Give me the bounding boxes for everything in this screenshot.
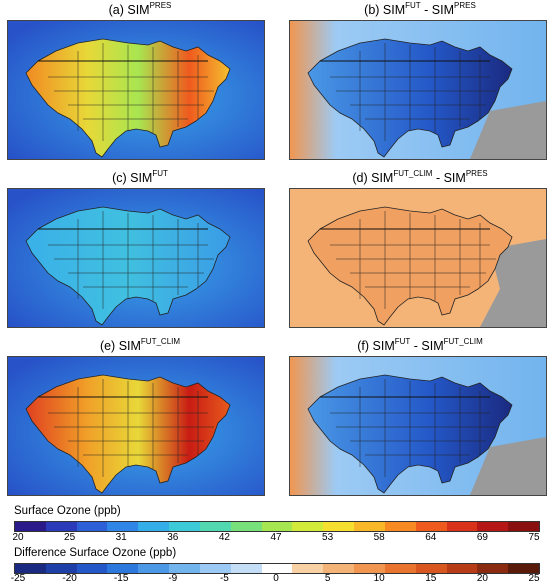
colorbar-swatch bbox=[384, 522, 416, 531]
colorbar-swatch bbox=[415, 564, 447, 573]
ozone-map-f bbox=[290, 357, 546, 495]
colorbar-tick-label: 25 bbox=[528, 573, 540, 584]
panel-d-suffix-sup: PRES bbox=[465, 169, 488, 178]
panel-b-suffix: - SIM bbox=[420, 3, 455, 18]
panel-e-label: (e) SIM bbox=[99, 339, 141, 354]
colorbar-tick-label: 15 bbox=[425, 573, 437, 584]
colorbar-diff bbox=[14, 563, 540, 574]
panel-f-title: (f) SIMFUT - SIMFUT_CLIM bbox=[320, 337, 520, 354]
ozone-map-c bbox=[8, 189, 264, 327]
colorbar-swatch bbox=[107, 522, 139, 531]
panel-a-sup: PRES bbox=[149, 1, 172, 10]
panel-d-suffix: - SIM bbox=[432, 171, 466, 186]
colorbar-tick-label: 0 bbox=[273, 573, 279, 584]
colorbar-tick-label: 75 bbox=[528, 532, 540, 543]
colorbar-swatch bbox=[15, 564, 46, 573]
colorbar-swatch bbox=[45, 564, 77, 573]
colorbar-tick-label: 10 bbox=[373, 573, 385, 584]
panel-f-sup: FUT bbox=[394, 337, 411, 346]
colorbar-swatch bbox=[354, 522, 385, 531]
colorbar-swatch bbox=[199, 522, 231, 531]
colorbar-swatch bbox=[230, 522, 262, 531]
colorbar-swatch bbox=[446, 564, 478, 573]
map-panel-f bbox=[289, 356, 547, 496]
colorbar-swatch bbox=[76, 564, 108, 573]
colorbar-swatch bbox=[169, 522, 200, 531]
ozone-map-d bbox=[290, 189, 546, 327]
map-panel-e bbox=[7, 356, 265, 496]
panel-b-label: (b) SIM bbox=[364, 3, 406, 18]
colorbar-swatch bbox=[138, 522, 170, 531]
map-panel-b bbox=[289, 20, 547, 160]
panel-e-title: (e) SIMFUT_CLIM bbox=[70, 337, 210, 354]
colorbar-swatch bbox=[384, 564, 416, 573]
panel-b-suffix-sup: PRES bbox=[454, 1, 476, 10]
panel-f-suffix-sup: FUT_CLIM bbox=[443, 337, 483, 346]
panel-c-label: (c) SIM bbox=[112, 171, 153, 186]
colorbar-swatch bbox=[261, 522, 293, 531]
colorbar-swatch bbox=[508, 564, 540, 573]
colorbar-tick-label: 31 bbox=[115, 532, 127, 543]
colorbar-swatch bbox=[261, 564, 293, 573]
colorbar-tick-label: 47 bbox=[270, 532, 282, 543]
panel-a-label: (a) SIM bbox=[108, 3, 150, 18]
colorbar-swatch bbox=[138, 564, 170, 573]
panel-a-title: (a) SIMPRES bbox=[80, 1, 200, 18]
panel-c-title: (c) SIMFUT bbox=[80, 169, 200, 186]
gray-region bbox=[470, 101, 546, 159]
colorbar-swatch bbox=[323, 564, 355, 573]
panel-d-sup: FUT_CLIM bbox=[393, 169, 433, 178]
colorbar-swatch bbox=[477, 564, 509, 573]
ozone-map-b bbox=[290, 21, 546, 159]
colorbar-tick-label: 25 bbox=[64, 532, 76, 543]
colorbar-swatch bbox=[292, 564, 324, 573]
panel-b-sup: FUT bbox=[405, 1, 421, 10]
colorbar-tick-label: 69 bbox=[476, 532, 488, 543]
colorbar-swatch bbox=[15, 522, 46, 531]
colorbar-swatch bbox=[107, 564, 139, 573]
colorbar-swatch bbox=[230, 564, 262, 573]
colorbar-swatch bbox=[477, 522, 509, 531]
panel-b-title: (b) SIMFUT - SIMPRES bbox=[340, 1, 500, 18]
colorbar-tick-label: 20 bbox=[12, 532, 24, 543]
colorbar-swatch bbox=[169, 564, 200, 573]
colorbar-swatch bbox=[415, 522, 447, 531]
colorbar-tick-label: 36 bbox=[167, 532, 179, 543]
panel-f-label: (f) SIM bbox=[357, 339, 395, 354]
colorbar-tick-label: -25 bbox=[10, 573, 26, 584]
panel-c-sup: FUT bbox=[152, 169, 168, 178]
colorbar-swatch bbox=[45, 522, 77, 531]
panel-d-label: (d) SIM bbox=[352, 171, 394, 186]
map-panel-d bbox=[289, 188, 547, 328]
colorbar-tick-label: -20 bbox=[62, 573, 77, 584]
colorbar-abs bbox=[14, 521, 540, 532]
colorbar-tick-label: -9 bbox=[168, 573, 178, 584]
colorbar-swatch bbox=[508, 522, 540, 531]
panel-f-suffix: - SIM bbox=[410, 339, 444, 354]
colorbar-swatch bbox=[76, 522, 108, 531]
panel-d-title: (d) SIMFUT_CLIM - SIMPRES bbox=[320, 169, 520, 186]
colorbar-swatch bbox=[354, 564, 385, 573]
gray-region bbox=[470, 437, 546, 495]
ozone-map-e bbox=[8, 357, 264, 495]
colorbar-tick-label: 58 bbox=[373, 532, 385, 543]
colorbar-tick-label: 20 bbox=[476, 573, 488, 584]
colorbar-diff-title: Difference Surface Ozone (ppb) bbox=[14, 547, 177, 559]
map-panel-c bbox=[7, 188, 265, 328]
colorbar-tick-label: 53 bbox=[322, 532, 334, 543]
colorbar-swatch bbox=[199, 564, 231, 573]
panel-e-sup: FUT_CLIM bbox=[140, 337, 181, 346]
colorbar-swatch bbox=[446, 522, 478, 531]
colorbar-abs-title: Surface Ozone (ppb) bbox=[14, 505, 121, 517]
colorbar-swatch bbox=[292, 522, 324, 531]
colorbar-swatch bbox=[323, 522, 355, 531]
colorbar-tick-label: -15 bbox=[113, 573, 129, 584]
map-panel-a bbox=[7, 20, 265, 160]
ozone-map-a bbox=[8, 21, 264, 159]
colorbar-tick-label: 64 bbox=[425, 532, 437, 543]
colorbar-tick-label: 42 bbox=[218, 532, 230, 543]
colorbar-tick-label: 5 bbox=[324, 573, 331, 584]
colorbar-tick-label: -5 bbox=[219, 573, 229, 584]
